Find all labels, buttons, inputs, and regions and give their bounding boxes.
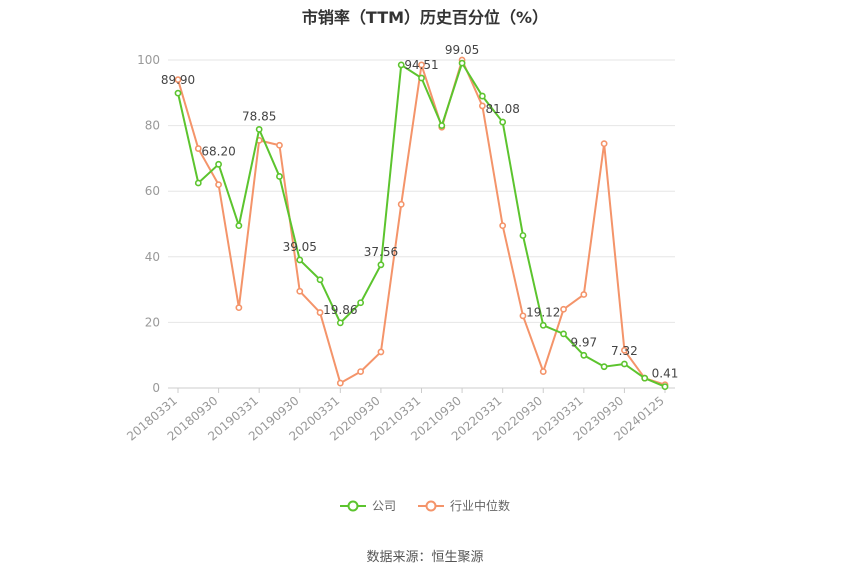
data-point[interactable] xyxy=(499,222,507,230)
data-point[interactable] xyxy=(255,125,263,133)
data-labels: 89.90 68.20 78.85 39.05 19.86 37.56 94.51 99.05… xyxy=(161,43,679,381)
data-point[interactable] xyxy=(235,222,243,230)
data-point[interactable] xyxy=(296,256,304,264)
data-point[interactable] xyxy=(478,92,486,100)
data-point[interactable] xyxy=(377,261,385,269)
legend-item-industry[interactable]: 行业中位数 xyxy=(418,497,510,514)
data-label: 19.86 xyxy=(323,303,357,317)
data-point[interactable] xyxy=(235,304,243,312)
legend-company-marker-icon xyxy=(339,500,366,511)
legend-label-company: 公司 xyxy=(371,499,396,513)
data-point[interactable] xyxy=(215,160,222,168)
data-label: 0.41 xyxy=(652,367,679,381)
data-point[interactable] xyxy=(174,76,182,84)
data-point[interactable] xyxy=(580,291,588,298)
data-point[interactable] xyxy=(194,179,202,187)
series xyxy=(174,56,669,391)
data-point[interactable] xyxy=(418,74,425,82)
data-point[interactable] xyxy=(194,145,202,152)
y-tick-label: 60 xyxy=(145,184,160,198)
data-point[interactable] xyxy=(357,368,365,375)
data-label: 37.56 xyxy=(364,245,398,259)
data-point[interactable] xyxy=(397,61,405,69)
data-label: 9.97 xyxy=(570,335,597,349)
data-point[interactable] xyxy=(418,61,425,69)
data-point[interactable] xyxy=(336,379,344,387)
data-point[interactable] xyxy=(539,321,547,329)
data-label: 81.08 xyxy=(485,102,519,116)
data-point[interactable] xyxy=(377,348,385,356)
y-tick-label: 20 xyxy=(145,315,160,329)
data-label: 19.12 xyxy=(526,305,560,319)
data-label: 99.05 xyxy=(445,43,479,57)
data-point[interactable] xyxy=(621,346,628,354)
y-tick-label: 40 xyxy=(145,250,160,264)
data-point[interactable] xyxy=(519,312,527,320)
data-point[interactable] xyxy=(397,200,405,208)
data-label: 94.51 xyxy=(404,58,438,72)
data-point[interactable] xyxy=(458,59,466,67)
data-point[interactable] xyxy=(276,173,283,180)
data-point[interactable] xyxy=(580,351,588,359)
chart-title: 市销率（TTM）历史百分位（%） xyxy=(301,8,549,27)
data-label: 89.90 xyxy=(161,73,195,87)
data-label: 68.20 xyxy=(201,144,235,158)
source-note: 数据来源：恒生聚源 xyxy=(366,550,484,565)
y-tick-label: 100 xyxy=(137,53,160,67)
legend-industry-marker-icon xyxy=(418,500,444,511)
y-tick-label: 80 xyxy=(145,119,160,133)
data-point[interactable] xyxy=(336,319,344,327)
data-point[interactable] xyxy=(478,102,486,110)
data-point[interactable] xyxy=(174,89,182,97)
data-point[interactable] xyxy=(215,181,222,189)
legend: 公司 行业中位数 xyxy=(0,497,850,514)
data-point[interactable] xyxy=(499,118,507,126)
legend-item-company[interactable]: 公司 xyxy=(339,497,396,514)
data-point[interactable] xyxy=(600,363,608,371)
data-point[interactable] xyxy=(316,309,324,316)
legend-label-industry: 行业中位数 xyxy=(450,499,511,513)
data-point[interactable] xyxy=(539,368,547,375)
data-point[interactable] xyxy=(641,374,649,382)
data-label: 78.85 xyxy=(242,109,276,123)
data-point[interactable] xyxy=(438,122,446,129)
data-point[interactable] xyxy=(519,232,527,239)
data-label: 7.32 xyxy=(611,344,638,358)
data-point[interactable] xyxy=(600,140,608,148)
data-point[interactable] xyxy=(560,305,567,313)
y-tick-label: 0 xyxy=(152,381,160,395)
data-point[interactable] xyxy=(560,330,567,338)
data-point[interactable] xyxy=(621,360,628,368)
data-point[interactable] xyxy=(661,383,669,391)
data-label: 39.05 xyxy=(283,240,317,254)
data-point[interactable] xyxy=(296,287,304,295)
data-point[interactable] xyxy=(316,276,324,284)
data-point[interactable] xyxy=(276,141,283,149)
data-point[interactable] xyxy=(357,299,365,307)
